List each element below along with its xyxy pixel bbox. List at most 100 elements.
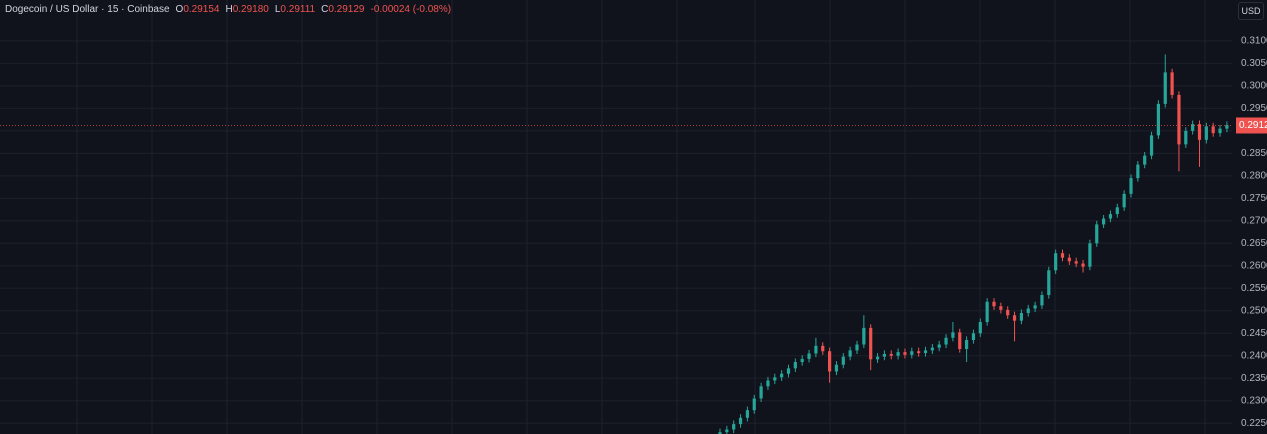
candle-body bbox=[841, 356, 845, 365]
candle-body bbox=[855, 344, 859, 351]
candle-body bbox=[1184, 130, 1188, 145]
candle-body bbox=[1191, 124, 1195, 131]
candle-body bbox=[971, 333, 976, 341]
candle-body bbox=[732, 424, 736, 430]
candle-body bbox=[1088, 243, 1092, 267]
candle-body bbox=[848, 350, 852, 357]
candle-body bbox=[951, 332, 955, 338]
candle-body bbox=[875, 356, 880, 360]
candle-body bbox=[917, 351, 921, 354]
candle-body bbox=[1225, 125, 1229, 129]
candle-body bbox=[773, 377, 777, 381]
candle-body bbox=[958, 332, 962, 349]
time-grid bbox=[76, 0, 1206, 434]
candle-body bbox=[766, 380, 770, 387]
candle-body bbox=[759, 386, 763, 399]
candle-body bbox=[1067, 257, 1071, 262]
candle-body bbox=[1115, 207, 1119, 215]
candle-body bbox=[965, 340, 969, 349]
candle-body bbox=[1136, 164, 1140, 179]
candle-body bbox=[1074, 261, 1078, 264]
candle-body bbox=[1006, 309, 1010, 316]
last-price-label: 0.2912 bbox=[1239, 120, 1267, 131]
currency-button[interactable]: USD bbox=[1238, 2, 1264, 20]
candle-body bbox=[1149, 135, 1154, 156]
change: -0.00024 (-0.08%) bbox=[370, 4, 452, 15]
candle-body bbox=[718, 432, 722, 434]
candle-body bbox=[937, 344, 941, 348]
low-value: 0.29111 bbox=[280, 4, 316, 15]
candle-body bbox=[910, 351, 914, 355]
candle-body bbox=[896, 352, 900, 356]
candle-body bbox=[807, 353, 811, 359]
high-value: 0.29180 bbox=[232, 4, 269, 15]
candle-body bbox=[1102, 218, 1106, 225]
open-label: O bbox=[175, 4, 184, 15]
candle-body bbox=[1019, 313, 1023, 321]
legend: Dogecoin / US Dollar · 15 · Coinbase O 0… bbox=[5, 3, 451, 17]
candle-body bbox=[1122, 193, 1126, 208]
close-label: C bbox=[321, 4, 329, 15]
candle-body bbox=[1177, 94, 1181, 145]
candle-body bbox=[828, 351, 832, 372]
candle-body bbox=[1081, 263, 1085, 267]
candle-body bbox=[889, 353, 893, 356]
candle-body bbox=[1204, 126, 1208, 140]
candle-body bbox=[821, 345, 825, 352]
candle-body bbox=[1033, 305, 1037, 309]
candle-body bbox=[800, 358, 804, 363]
candle-body bbox=[1060, 253, 1065, 258]
candle-body bbox=[869, 327, 873, 360]
candle-body bbox=[1054, 253, 1058, 271]
candle-body bbox=[862, 327, 866, 345]
candle-body bbox=[930, 347, 934, 351]
candle-body bbox=[780, 373, 784, 378]
candle-body bbox=[814, 345, 818, 354]
candle-body bbox=[1026, 308, 1030, 314]
last-price-box bbox=[1236, 117, 1267, 134]
candle-body bbox=[1218, 128, 1222, 134]
candle-body bbox=[1197, 124, 1202, 140]
candle-body bbox=[1047, 270, 1051, 296]
candle-body bbox=[992, 301, 996, 307]
candle-body bbox=[985, 301, 989, 323]
open-value: 0.29154 bbox=[183, 4, 220, 15]
candle-body bbox=[1163, 72, 1167, 104]
candle-body bbox=[1012, 315, 1017, 321]
high-label: H bbox=[225, 4, 233, 15]
symbol: Dogecoin / US Dollar · 15 · Coinbase bbox=[5, 4, 170, 15]
candle-body bbox=[1129, 178, 1133, 194]
candle-body bbox=[1211, 126, 1215, 134]
candle-body bbox=[944, 337, 948, 345]
candle-body bbox=[1170, 72, 1174, 95]
candle-body bbox=[786, 368, 791, 374]
candle-body bbox=[1156, 103, 1160, 136]
low-label: L bbox=[274, 4, 281, 15]
candle-body bbox=[1108, 214, 1113, 219]
candle-body bbox=[978, 322, 982, 334]
candle-body bbox=[834, 364, 839, 372]
candle-body bbox=[1040, 295, 1044, 306]
candle-body bbox=[1143, 155, 1147, 165]
candle-body bbox=[923, 350, 928, 354]
candle-body bbox=[903, 352, 907, 355]
candle-body bbox=[882, 353, 886, 357]
